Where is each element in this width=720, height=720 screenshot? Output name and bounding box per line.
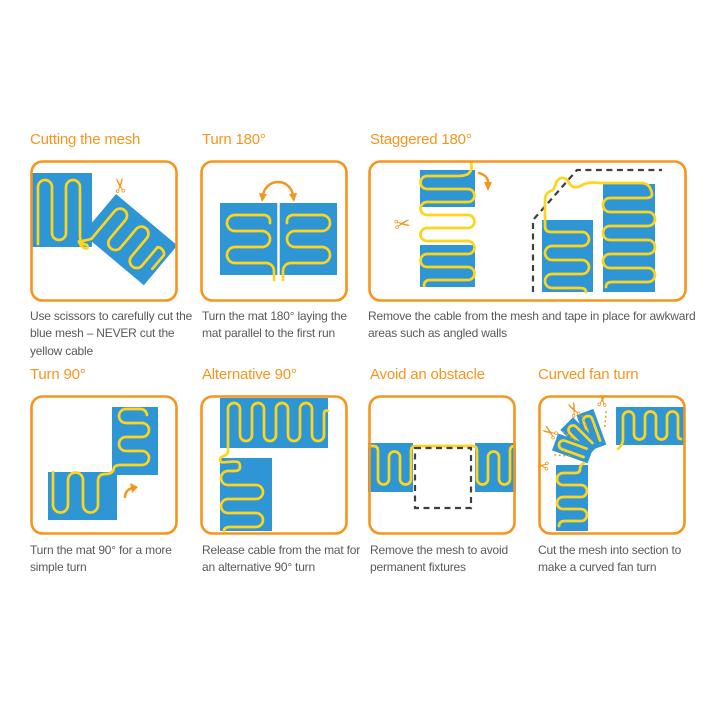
panel-border xyxy=(200,395,348,535)
panel-caption: Use scissors to carefully cut the blue m… xyxy=(30,309,193,358)
panel-caption: Turn the mat 180° laying the mat paralle… xyxy=(202,309,347,341)
scissors-icon: ✂ xyxy=(393,213,413,237)
turn-180-figure xyxy=(200,160,348,302)
heating-cable xyxy=(543,176,657,289)
turn-90-figure xyxy=(30,395,178,535)
panel-caption: Turn the mat 90° for a more simple turn xyxy=(30,543,172,575)
curved-fan-turn-figure: ✂ ✂ ✂ ✂ xyxy=(538,395,686,535)
arrowhead xyxy=(259,193,267,202)
cutting-the-mesh-figure: ✂ xyxy=(30,160,178,302)
scissors-icon: ✂ xyxy=(592,395,615,408)
cut-heating-mat xyxy=(77,194,178,286)
cut-line xyxy=(562,430,578,443)
panel-title-alternative-90: Alternative 90° xyxy=(202,366,297,383)
panel-turn-90 xyxy=(30,395,178,535)
heating-mat xyxy=(603,184,655,292)
heating-cable xyxy=(543,224,591,294)
panel-border xyxy=(368,160,687,302)
panel-title-cutting-the-mesh: Cutting the mesh xyxy=(30,131,141,148)
heating-cable xyxy=(557,439,588,459)
heating-cable xyxy=(567,424,594,451)
heating-cable xyxy=(582,414,602,445)
heating-cable xyxy=(77,207,166,271)
panel-cutting-the-mesh: ✂ xyxy=(30,160,178,302)
panel-title-turn-180: Turn 180° xyxy=(202,131,266,148)
heating-cable xyxy=(368,444,516,486)
heating-cable xyxy=(555,461,589,528)
heating-cable xyxy=(616,410,683,451)
heating-cable xyxy=(281,213,332,282)
panel-title-staggered-180: Staggered 180° xyxy=(370,131,472,148)
fan-segment xyxy=(551,433,594,464)
panel-curved-fan-turn: ✂ ✂ ✂ ✂ xyxy=(538,395,686,535)
panel-border xyxy=(30,160,178,302)
cut-line xyxy=(581,415,590,433)
rotate-180-arrow-icon xyxy=(261,180,295,199)
panel-border xyxy=(200,160,348,302)
arrowhead xyxy=(130,483,138,493)
panel-border xyxy=(368,395,516,535)
heating-mat xyxy=(32,173,92,247)
heating-cable xyxy=(51,407,151,514)
mirrored-cable-group xyxy=(281,213,332,282)
cut-line xyxy=(603,411,607,430)
panel-avoid-an-obstacle xyxy=(368,395,516,535)
arrowhead xyxy=(484,182,492,191)
heating-cable xyxy=(218,446,265,533)
alternative-90-figure xyxy=(200,395,348,535)
cut-line xyxy=(554,454,573,458)
obstacle-dashed-box xyxy=(413,446,473,510)
panel-caption: Cut the mesh into section to make a curv… xyxy=(538,543,682,575)
heating-cable xyxy=(419,161,476,288)
arrowhead xyxy=(289,193,297,202)
panel-title-curved-fan-turn: Curved fan turn xyxy=(538,366,639,383)
panel-caption: Remove the cable from the mesh and tape … xyxy=(368,309,696,341)
staggered-180-figure: ✂ xyxy=(368,160,687,302)
heating-cable xyxy=(36,178,89,250)
heating-mat xyxy=(616,407,684,445)
heating-cable xyxy=(226,401,330,450)
panel-alternative-90 xyxy=(200,395,348,535)
avoid-an-obstacle-figure xyxy=(368,395,516,535)
angled-wall-dashed-line xyxy=(531,168,662,292)
panel-caption: Release cable from the mat for an altern… xyxy=(202,543,361,575)
panel-title-turn-90: Turn 90° xyxy=(30,366,86,383)
panel-caption: Remove the mesh to avoid permanent fixtu… xyxy=(370,543,508,575)
heating-cable xyxy=(225,213,276,282)
scissors-icon: ✂ xyxy=(110,176,133,195)
panel-border xyxy=(538,395,686,535)
panel-staggered-180: ✂ xyxy=(368,160,687,302)
panel-title-avoid-an-obstacle: Avoid an obstacle xyxy=(370,366,485,383)
panel-turn-180 xyxy=(200,160,348,302)
scissors-icon: ✂ xyxy=(538,453,550,476)
fan-segment xyxy=(576,408,607,451)
panel-border xyxy=(30,395,178,535)
